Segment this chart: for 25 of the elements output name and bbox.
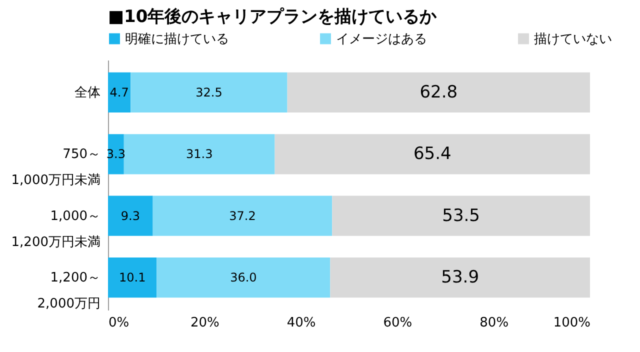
legend-label: 描けていない [534,32,612,47]
y-tick-label: 1,200～ 2,000万円 [37,270,100,312]
x-tick-label: 60% [383,316,412,330]
data-label: 65.4 [413,144,452,164]
data-label: 62.8 [420,82,458,102]
data-label: 32.5 [196,85,222,100]
data-label: 37.2 [229,208,256,223]
data-label: 31.3 [186,147,213,162]
x-tick-label: 100% [553,316,590,330]
chart-title: ■10年後のキャリアプランを描けているか [108,7,438,27]
legend-label: イメージはある [336,32,427,47]
data-label: 10.1 [118,270,146,285]
y-tick-label: 1,000～ 1,200万円未満 [11,208,100,250]
data-label: 9.3 [120,208,140,223]
y-tick-label: 750～ 1,000万円未満 [11,147,100,188]
data-label: 53.5 [442,206,480,226]
data-label: 4.7 [110,85,129,100]
x-tick-label: 20% [190,316,220,330]
x-tick-label: 40% [286,316,316,330]
y-tick-label: 全体 [74,85,100,100]
data-label: 36.0 [230,270,257,285]
x-tick-label: 0% [108,316,130,330]
data-label: 53.9 [441,268,480,288]
x-tick-label: 80% [480,316,509,330]
legend-label: 明確に描けている [125,32,229,47]
